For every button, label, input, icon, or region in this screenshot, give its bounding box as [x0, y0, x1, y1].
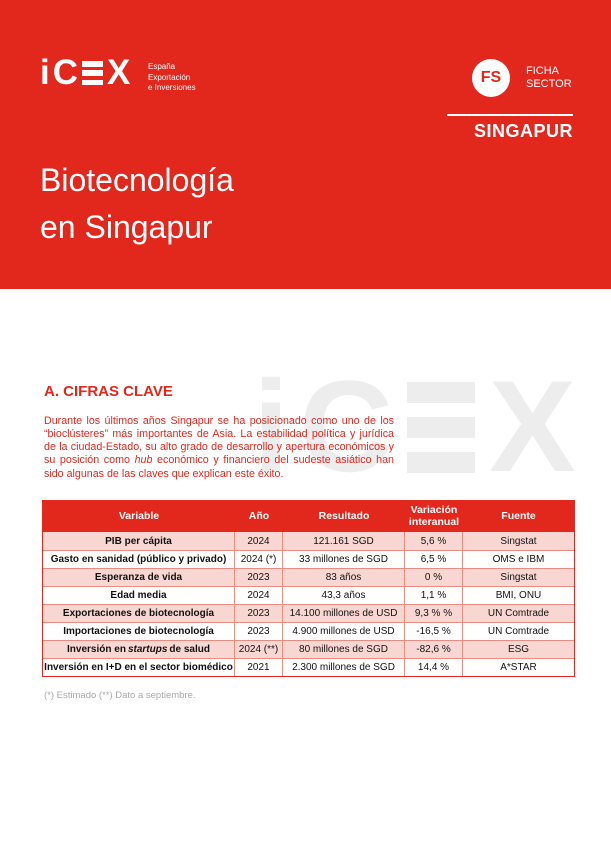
header-label: Variable — [118, 509, 160, 522]
cell-variacion: 5,6 % — [405, 532, 463, 550]
header-label: Año — [248, 509, 270, 522]
logo-letter-x: X — [107, 53, 131, 92]
cell-variacion: 0 % — [405, 569, 463, 586]
ficha-sector-badge: FS — [472, 59, 510, 97]
cell-fuente: ESG — [507, 644, 530, 655]
cell-resultado: 2.300 millones de SGD — [283, 659, 405, 676]
ficha-sector-label: FICHA SECTOR — [526, 65, 572, 91]
cell-resultado: 33 millones de SGD — [283, 551, 405, 568]
cell-fuente: OMS e IBM — [492, 554, 545, 565]
tagline-line: e Inversiones — [148, 83, 196, 92]
header-resultado: Resultado — [283, 501, 405, 532]
table-row: Edad media 2024 43,3 años 1,1 % BMI, ONU — [43, 586, 574, 604]
intro-hub-italic: hub — [134, 454, 153, 467]
header-label: Resultado — [318, 509, 370, 522]
key-figures-table: Variable Año Resultado Variación interan… — [42, 500, 575, 677]
section-heading: A. CIFRAS CLAVE — [44, 383, 173, 400]
table-row: Gasto en sanidad (público y privado) 2024… — [43, 550, 574, 568]
table-row: Inversión en startups de salud 2024 (**) 8… — [43, 640, 574, 658]
cell-variable: Inversión en startups de salud — [43, 641, 235, 658]
header-variable: Variable — [43, 501, 235, 532]
header-fuente: Fuente — [463, 501, 574, 532]
header-divider — [447, 114, 573, 116]
cell-variable: Esperanza de vida — [43, 569, 235, 586]
cell-ano: 2024 (*) — [235, 551, 283, 568]
logo-letter-e-bars-icon — [82, 61, 104, 85]
cell-ano: 2023 — [235, 623, 283, 640]
header-variacion: Variación interanual — [405, 501, 463, 532]
tagline-line: Exportación — [148, 72, 191, 82]
logo-letter-c: C — [52, 53, 79, 92]
table-row: Inversión en I+D en el sector biomédico 2… — [43, 658, 574, 676]
cell-fuente: UN Comtrade — [487, 626, 550, 637]
cell-variable: PIB per cápita — [43, 532, 235, 550]
cell-resultado: 14.100 millones de USD — [283, 605, 405, 622]
cell-variacion: 6,5 % — [405, 551, 463, 568]
page-title-line: en Singapur — [40, 209, 213, 245]
page-title-line: Biotecnología — [40, 162, 234, 198]
badge-label-line: FICHA — [526, 65, 559, 77]
key-figures-body: PIB per cápita 2024 121.161 SGD 5,6 % Singst… — [43, 532, 574, 676]
cell-resultado: 83 años — [283, 569, 405, 586]
tagline-line: España — [148, 62, 176, 71]
watermark-letter-i: i — [253, 353, 290, 499]
cell-fuente: BMI, ONU — [495, 590, 542, 601]
cell-fuente: A*STAR — [500, 662, 537, 673]
cell-variacion: -82,6 % — [405, 641, 463, 658]
intro-paragraph: Durante los últimos años Singapur se ha … — [44, 415, 394, 481]
badge-label-line: SECTOR — [526, 78, 572, 90]
watermark-letter-x: X — [489, 353, 576, 499]
country-label: SINGAPUR — [473, 121, 573, 141]
cell-variable: Exportaciones de biotecnología — [43, 605, 235, 622]
cell-variacion: 1,1 % — [405, 587, 463, 604]
header-label: Fuente — [501, 509, 536, 522]
icex-watermark: i C X — [253, 353, 576, 499]
cell-fuente: Singstat — [500, 535, 537, 547]
cell-resultado: 43,3 años — [283, 587, 405, 604]
cell-variable: Importaciones de biotecnología — [43, 623, 235, 640]
cell-fuente: Singstat — [500, 572, 537, 583]
table-footnote: (*) Estimado (**) Dato a septiembre. — [44, 690, 196, 701]
table-row: PIB per cápita 2024 121.161 SGD 5,6 % Singst… — [43, 532, 574, 550]
badge-initials: FS — [480, 69, 502, 86]
cell-variacion: 9,3 % % — [405, 605, 463, 622]
cell-variable: Gasto en sanidad (público y privado) — [43, 551, 235, 568]
watermark-letter-c: C — [299, 353, 394, 499]
intro-text: Durante los últimos años Singapur se ha … — [44, 414, 394, 467]
cell-variable: Inversión en I+D en el sector biomédico — [43, 659, 235, 676]
table-row: Exportaciones de biotecnología 2023 14.100… — [43, 604, 574, 622]
header-label: Variación interanual — [408, 504, 460, 528]
cell-fuente: UN Comtrade — [487, 608, 550, 619]
cell-ano: 2023 — [235, 605, 283, 622]
cell-variacion: -16,5 % — [405, 623, 463, 640]
cell-ano: 2024 — [235, 532, 283, 550]
cell-ano: 2023 — [235, 569, 283, 586]
logo-tagline: España Exportación e Inversiones — [148, 62, 196, 94]
watermark-letter-e-bars-icon — [407, 382, 476, 473]
cell-variable: Edad media — [43, 587, 235, 604]
logo-letter-i: i — [40, 53, 50, 92]
table-row: Importaciones de biotecnología 2023 4.900 … — [43, 622, 574, 640]
cell-ano: 2024 — [235, 587, 283, 604]
header-banner: i C X España Exportación e Inversiones F… — [0, 0, 611, 289]
cell-resultado: 121.161 SGD — [283, 532, 405, 550]
page-title: Biotecnología en Singapur — [40, 157, 234, 251]
cell-ano: 2024 (**) — [235, 641, 283, 658]
intro-text: económico y financiero del sudeste asiát… — [44, 454, 395, 480]
cell-resultado: 80 millones de SGD — [283, 641, 405, 658]
icex-logo: i C X — [40, 53, 131, 92]
cell-resultado: 4.900 millones de USD — [283, 623, 405, 640]
header-ano: Año — [235, 501, 283, 532]
table-row: Esperanza de vida 2023 83 años 0 % Singstat — [43, 568, 574, 586]
table-header-row: Variable Año Resultado Variación interan… — [43, 501, 574, 532]
cell-ano: 2021 — [235, 659, 283, 676]
cell-variacion: 14,4 % — [405, 659, 463, 676]
